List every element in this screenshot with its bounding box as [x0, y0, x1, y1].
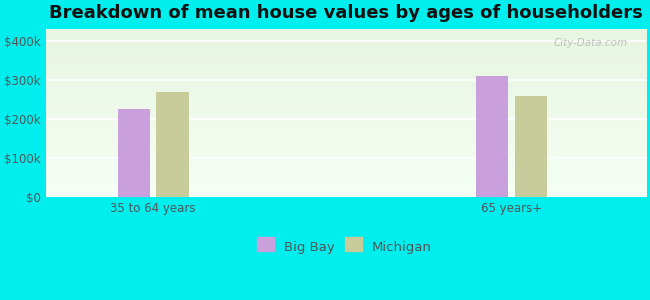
Legend: Big Bay, Michigan: Big Bay, Michigan [260, 241, 432, 254]
Bar [476, 76, 508, 197]
Bar [515, 96, 547, 197]
Text: City-Data.com: City-Data.com [554, 38, 628, 48]
Bar [157, 92, 188, 197]
Bar [118, 109, 150, 197]
Title: Breakdown of mean house values by ages of householders: Breakdown of mean house values by ages o… [49, 4, 643, 22]
